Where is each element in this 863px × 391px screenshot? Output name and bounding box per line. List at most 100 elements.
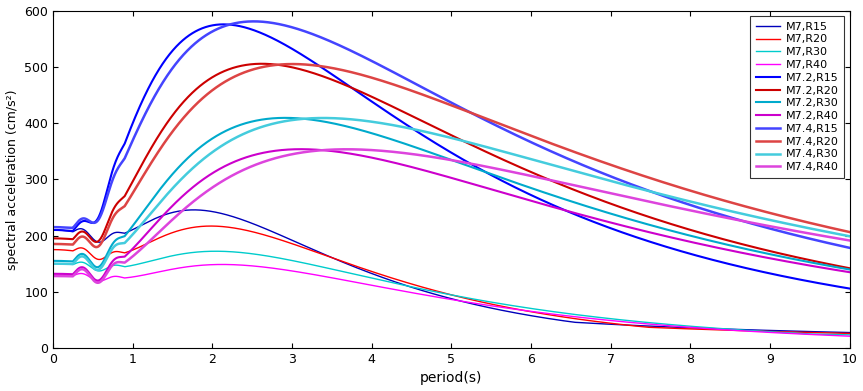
M7.4,R30 (318, 116, 329, 120)
M7.2,R15 (743, 266, 753, 271)
M7.2,R40 (354, 153, 364, 158)
Line: M7.2,R30: M7.2,R30 (53, 118, 849, 269)
M7.2,R15 (186, 32, 196, 36)
Line: M7,R20: M7,R20 (53, 226, 849, 334)
M7,R15 (354, 266, 364, 271)
M7,R15 (844, 330, 854, 335)
M7.2,R30 (844, 267, 854, 272)
M7.4,R30 (47, 261, 58, 266)
M7,R30 (829, 332, 840, 337)
M7,R20 (186, 225, 196, 230)
M7.4,R40 (92, 280, 103, 285)
M7.2,R20 (743, 244, 753, 248)
M7.4,R20 (47, 242, 58, 246)
M7.4,R15 (844, 246, 854, 250)
M7.2,R20 (47, 236, 58, 241)
M7,R15 (188, 208, 198, 212)
M7.2,R15 (139, 95, 149, 100)
M7.2,R40 (844, 270, 854, 274)
M7.4,R15 (249, 19, 259, 24)
M7,R30 (844, 332, 854, 337)
M7.4,R15 (743, 220, 753, 225)
Line: M7.4,R40: M7.4,R40 (53, 149, 849, 283)
M7,R30 (186, 250, 196, 255)
Line: M7,R40: M7,R40 (53, 264, 849, 336)
M7,R20 (47, 247, 58, 252)
Line: M7.4,R15: M7.4,R15 (53, 22, 849, 248)
M7.4,R15 (186, 45, 196, 49)
M7.4,R30 (139, 219, 149, 224)
M7,R20 (206, 224, 217, 228)
M7.2,R20 (829, 263, 840, 267)
M7.2,R20 (844, 266, 854, 271)
M7,R40 (844, 334, 854, 339)
M7.4,R20 (91, 245, 102, 249)
M7.4,R40 (342, 147, 352, 152)
M7,R40 (743, 329, 753, 334)
M7.4,R15 (354, 52, 364, 57)
M7,R30 (211, 249, 221, 254)
M7.4,R40 (844, 238, 854, 243)
M7,R40 (139, 273, 149, 277)
M7,R30 (139, 260, 149, 265)
M7.2,R15 (388, 114, 399, 118)
Line: M7,R15: M7,R15 (53, 210, 849, 332)
M7.4,R20 (829, 226, 840, 231)
M7.2,R30 (186, 152, 196, 157)
M7.4,R20 (844, 230, 854, 234)
M7.2,R15 (844, 286, 854, 291)
M7.2,R30 (829, 264, 840, 269)
M7.4,R30 (829, 231, 840, 236)
M7.2,R30 (743, 247, 753, 252)
M7.4,R40 (139, 244, 149, 249)
Y-axis label: spectral acceleration (cm/s²): spectral acceleration (cm/s²) (5, 89, 19, 269)
M7,R20 (743, 328, 753, 333)
M7,R40 (354, 280, 364, 285)
M7.2,R15 (47, 228, 58, 232)
X-axis label: period(s): period(s) (420, 371, 482, 386)
Line: M7,R30: M7,R30 (53, 251, 849, 335)
M7.4,R20 (287, 62, 298, 66)
M7,R40 (217, 262, 227, 267)
M7.2,R30 (47, 258, 58, 263)
M7.4,R30 (743, 213, 753, 218)
M7,R15 (743, 327, 753, 332)
M7.2,R40 (139, 234, 149, 239)
M7.4,R15 (47, 225, 58, 230)
Line: M7.2,R40: M7.2,R40 (53, 149, 849, 281)
M7,R20 (139, 243, 149, 248)
M7.4,R15 (829, 242, 840, 247)
M7.2,R40 (47, 271, 58, 276)
M7,R15 (139, 222, 149, 226)
M7.2,R20 (354, 88, 364, 93)
M7.4,R20 (354, 72, 364, 77)
M7.4,R20 (186, 107, 197, 111)
M7,R40 (186, 264, 196, 269)
M7,R15 (829, 330, 840, 335)
M7.4,R15 (139, 115, 149, 119)
M7.4,R40 (47, 274, 58, 278)
M7.2,R15 (829, 283, 840, 288)
Line: M7.2,R20: M7.2,R20 (53, 64, 849, 268)
M7.4,R30 (354, 118, 364, 122)
M7.4,R20 (388, 82, 399, 87)
M7.2,R30 (139, 208, 149, 213)
M7,R30 (354, 273, 364, 278)
M7.2,R40 (296, 147, 306, 152)
M7.4,R30 (844, 234, 854, 239)
M7.4,R30 (388, 123, 399, 127)
M7,R15 (388, 279, 399, 283)
M7.4,R15 (388, 70, 399, 74)
M7.4,R20 (139, 172, 149, 177)
M7.2,R40 (388, 160, 399, 165)
M7,R30 (388, 281, 399, 285)
Line: M7.4,R30: M7.4,R30 (53, 118, 849, 270)
M7,R40 (829, 333, 840, 338)
M7.2,R20 (186, 91, 196, 96)
M7,R20 (829, 331, 840, 335)
M7.4,R40 (829, 235, 840, 240)
M7.2,R20 (388, 104, 399, 109)
M7,R30 (47, 261, 58, 266)
M7.2,R15 (218, 22, 229, 27)
M7.2,R20 (139, 159, 149, 163)
